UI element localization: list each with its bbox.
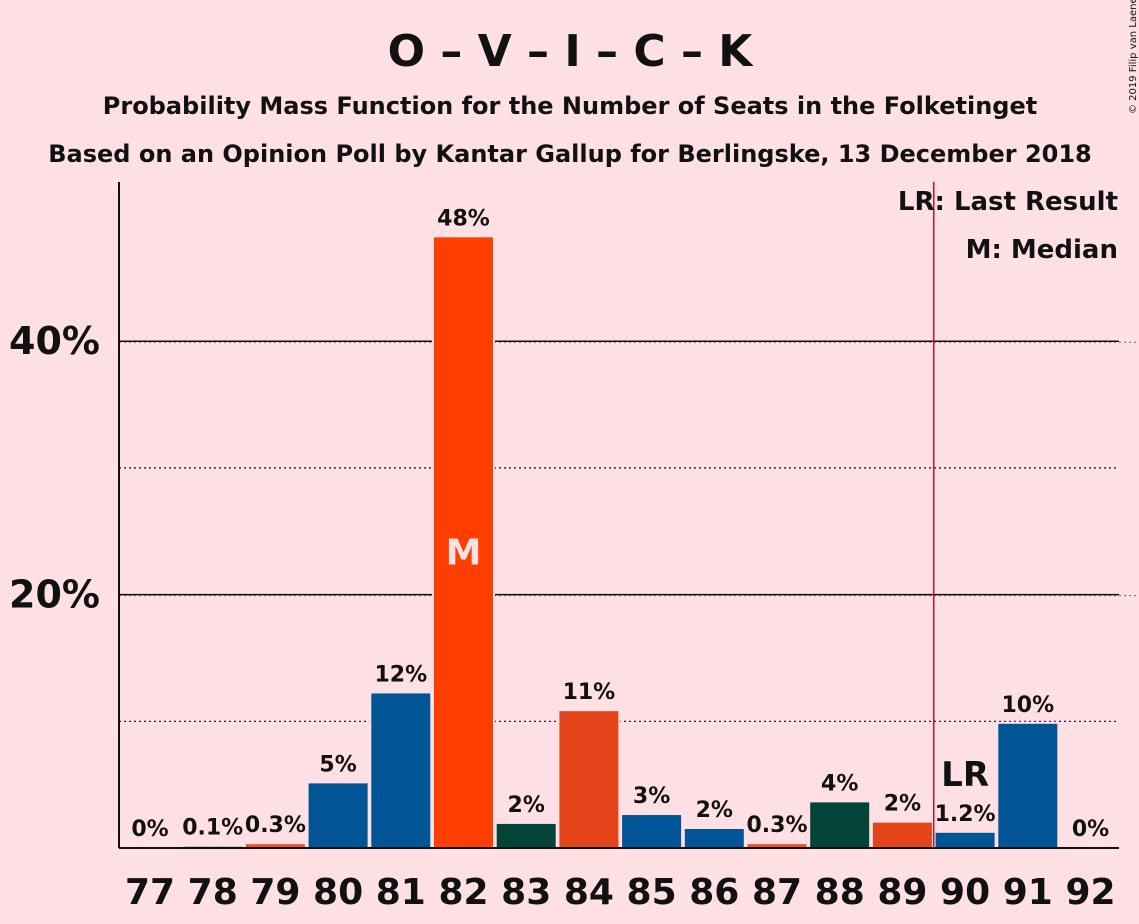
bar-label-82: 48% bbox=[437, 206, 490, 231]
x-tick-label-87: 87 bbox=[752, 872, 802, 913]
bar-label-90: 1.2% bbox=[935, 802, 996, 827]
legend-last-result: LR: Last Result bbox=[898, 187, 1118, 217]
legend-median: M: Median bbox=[966, 235, 1118, 265]
y-tick-label: 40% bbox=[9, 319, 100, 363]
x-tick-label-77: 77 bbox=[125, 872, 175, 913]
bar-86 bbox=[684, 828, 744, 848]
x-tick-label-78: 78 bbox=[188, 872, 238, 913]
x-tick-label-89: 89 bbox=[877, 872, 927, 913]
x-tick-label-79: 79 bbox=[250, 872, 300, 913]
bar-88 bbox=[810, 802, 870, 848]
x-tick-label-92: 92 bbox=[1065, 872, 1115, 913]
x-tick-label-81: 81 bbox=[376, 872, 426, 913]
bar-label-84: 11% bbox=[563, 680, 616, 705]
bar-84 bbox=[559, 711, 619, 848]
bar-81 bbox=[371, 693, 431, 848]
bar-label-92: 0% bbox=[1072, 817, 1109, 842]
bar-label-88: 4% bbox=[821, 771, 858, 796]
chart-title: O – V – I – C – K bbox=[388, 26, 755, 77]
y-axis-ticks: 20% 40% bbox=[9, 319, 100, 616]
x-axis-labels: 77 78 79 80 81 82 83 84 85 86 87 88 89 90 91 92 bbox=[125, 872, 1116, 913]
chart-subtitle-2: Based on an Opinion Poll by Kantar Gallu… bbox=[48, 140, 1091, 168]
bar-label-79: 0.3% bbox=[245, 813, 306, 838]
x-tick-label-90: 90 bbox=[940, 872, 990, 913]
last-result-marker: LR bbox=[941, 755, 989, 795]
bar-label-77: 0% bbox=[131, 817, 168, 842]
median-marker: M bbox=[446, 532, 482, 573]
x-tick-label-86: 86 bbox=[689, 872, 739, 913]
bar-89 bbox=[872, 822, 932, 848]
bar-label-81: 12% bbox=[374, 662, 427, 687]
x-tick-label-83: 83 bbox=[501, 872, 551, 913]
bar-label-87: 0.3% bbox=[746, 813, 807, 838]
bar-90 bbox=[935, 832, 995, 848]
bar-label-85: 3% bbox=[633, 784, 670, 809]
copyright-text: © 2019 Filip van Laenen bbox=[1128, 0, 1139, 114]
gridlines bbox=[119, 340, 1139, 722]
chart-subtitle: Probability Mass Function for the Number… bbox=[103, 92, 1037, 120]
x-tick-label-85: 85 bbox=[627, 872, 677, 913]
bar-label-91: 10% bbox=[1001, 693, 1054, 718]
bar-79 bbox=[245, 844, 305, 848]
bar-83 bbox=[496, 823, 556, 848]
y-tick-label: 20% bbox=[9, 573, 100, 617]
x-tick-label-88: 88 bbox=[815, 872, 865, 913]
bar-gap bbox=[181, 844, 245, 848]
bar-label-83: 2% bbox=[508, 793, 545, 818]
bar-82 bbox=[434, 237, 493, 848]
x-tick-label-84: 84 bbox=[564, 872, 614, 913]
bar-label-86: 2% bbox=[696, 798, 733, 823]
bar-label-89: 2% bbox=[884, 792, 921, 817]
bar-label-78: 0.1% bbox=[182, 816, 243, 841]
bar-85 bbox=[622, 815, 682, 848]
bar-80 bbox=[308, 783, 368, 848]
x-tick-label-91: 91 bbox=[1003, 872, 1053, 913]
bars-group: 0% 0.1% 0.3%5%12%48%M2%11%3%2%0.3%4%2% 1.2%… bbox=[131, 206, 1109, 848]
bar-label-80: 5% bbox=[319, 752, 356, 777]
bar-87 bbox=[747, 844, 807, 848]
x-tick-label-82: 82 bbox=[438, 872, 488, 913]
bar-91 bbox=[998, 723, 1058, 848]
x-tick-label-80: 80 bbox=[313, 872, 363, 913]
